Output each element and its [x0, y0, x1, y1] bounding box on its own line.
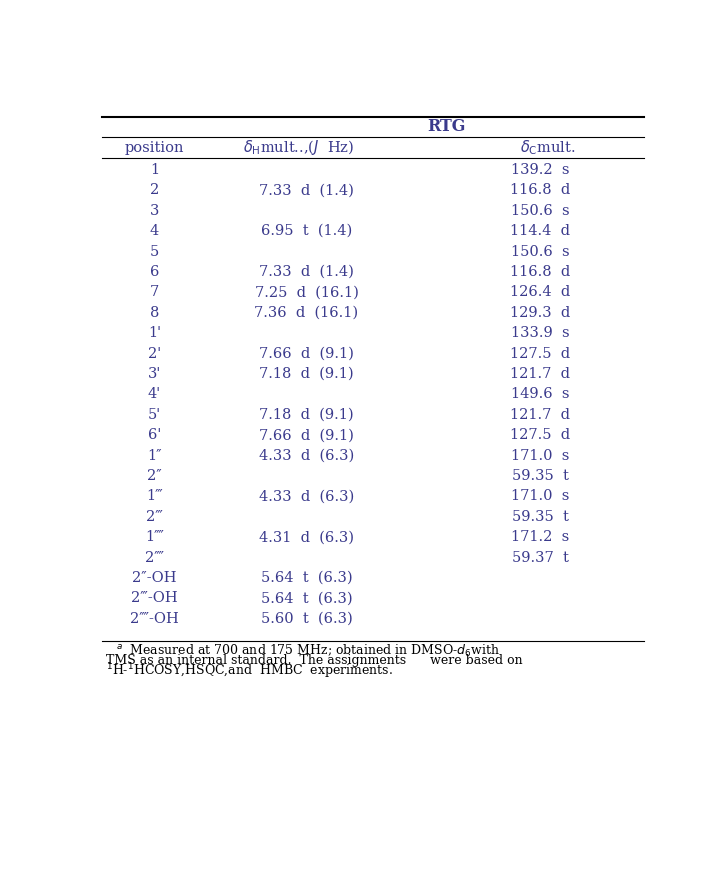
Text: 2⁗-OH: 2⁗-OH	[130, 612, 179, 626]
Text: 127.5  d: 127.5 d	[510, 428, 571, 442]
Text: $\delta_{\rm H}$mult..,($\mathit{J}$  Hz): $\delta_{\rm H}$mult..,($\mathit{J}$ Hz)	[243, 138, 355, 157]
Text: 149.6  s: 149.6 s	[511, 388, 570, 402]
Text: 4.33  d  (6.3): 4.33 d (6.3)	[259, 449, 354, 462]
Text: 121.7  d: 121.7 d	[510, 408, 571, 422]
Text: 7.33  d  (1.4): 7.33 d (1.4)	[259, 183, 354, 197]
Text: $^1$H-$^1$HCOSY,HSQC,and  HMBC  experiments.: $^1$H-$^1$HCOSY,HSQC,and HMBC experiment…	[106, 661, 393, 681]
Text: 7.33  d  (1.4): 7.33 d (1.4)	[259, 265, 354, 279]
Text: 1: 1	[150, 163, 159, 177]
Text: 133.9  s: 133.9 s	[511, 326, 570, 340]
Text: 116.8  d: 116.8 d	[510, 183, 571, 197]
Text: 171.0  s: 171.0 s	[511, 449, 570, 462]
Text: position: position	[124, 140, 184, 154]
Text: 59.37  t: 59.37 t	[512, 551, 569, 565]
Text: 139.2  s: 139.2 s	[511, 163, 570, 177]
Text: 127.5  d: 127.5 d	[510, 346, 571, 360]
Text: 1″: 1″	[147, 449, 162, 462]
Text: 6': 6'	[148, 428, 161, 442]
Text: 4.33  d  (6.3): 4.33 d (6.3)	[259, 489, 354, 503]
Text: 8: 8	[150, 306, 159, 320]
Text: 6: 6	[150, 265, 159, 279]
Text: 2: 2	[150, 183, 159, 197]
Text: 150.6  s: 150.6 s	[511, 245, 570, 259]
Text: 3': 3'	[148, 367, 161, 381]
Text: 129.3  d: 129.3 d	[510, 306, 571, 320]
Text: 59.35  t: 59.35 t	[512, 469, 569, 483]
Text: $^a$  Measured at 700 and 175 MHz; obtained in DMSO-$\mathit{d}_6$with: $^a$ Measured at 700 and 175 MHz; obtain…	[116, 643, 499, 659]
Text: 116.8  d: 116.8 d	[510, 265, 571, 279]
Text: 59.35  t: 59.35 t	[512, 510, 569, 524]
Text: 2': 2'	[148, 346, 161, 360]
Text: 6.95  t  (1.4): 6.95 t (1.4)	[261, 225, 352, 239]
Text: 114.4  d: 114.4 d	[510, 225, 571, 239]
Text: $\delta_{\rm C}$mult.: $\delta_{\rm C}$mult.	[521, 139, 576, 157]
Text: 126.4  d: 126.4 d	[510, 285, 571, 299]
Text: 2″-OH: 2″-OH	[132, 571, 177, 585]
Text: 2″: 2″	[147, 469, 162, 483]
Text: 171.2  s: 171.2 s	[511, 531, 569, 545]
Text: 7.25  d  (16.1): 7.25 d (16.1)	[255, 285, 358, 299]
Text: 3: 3	[150, 203, 159, 217]
Text: 4: 4	[150, 225, 159, 239]
Text: 5.64  t  (6.3): 5.64 t (6.3)	[261, 571, 352, 585]
Text: 2‴: 2‴	[146, 510, 163, 524]
Text: 1⁗: 1⁗	[145, 531, 164, 545]
Text: 4.31  d  (6.3): 4.31 d (6.3)	[259, 531, 354, 545]
Text: 121.7  d: 121.7 d	[510, 367, 571, 381]
Text: 7.36  d  (16.1): 7.36 d (16.1)	[254, 306, 358, 320]
Text: 5: 5	[150, 245, 159, 259]
Text: TMS as an internal standard.  The assignments      were based on: TMS as an internal standard. The assignm…	[106, 654, 523, 667]
Text: 7.18  d  (9.1): 7.18 d (9.1)	[259, 367, 354, 381]
Text: 2⁗: 2⁗	[145, 551, 164, 565]
Text: 1': 1'	[148, 326, 161, 340]
Text: 5.60  t  (6.3): 5.60 t (6.3)	[261, 612, 352, 626]
Text: 7.18  d  (9.1): 7.18 d (9.1)	[259, 408, 354, 422]
Text: 7.66  d  (9.1): 7.66 d (9.1)	[259, 346, 354, 360]
Text: 150.6  s: 150.6 s	[511, 203, 570, 217]
Text: 4': 4'	[148, 388, 161, 402]
Text: 7: 7	[150, 285, 159, 299]
Text: 5.64  t  (6.3): 5.64 t (6.3)	[261, 591, 352, 605]
Text: 2‴-OH: 2‴-OH	[131, 591, 178, 605]
Text: RTG: RTG	[427, 118, 466, 135]
Text: 5': 5'	[148, 408, 161, 422]
Text: 1‴: 1‴	[146, 489, 163, 503]
Text: 171.0  s: 171.0 s	[511, 489, 570, 503]
Text: 7.66  d  (9.1): 7.66 d (9.1)	[259, 428, 354, 442]
